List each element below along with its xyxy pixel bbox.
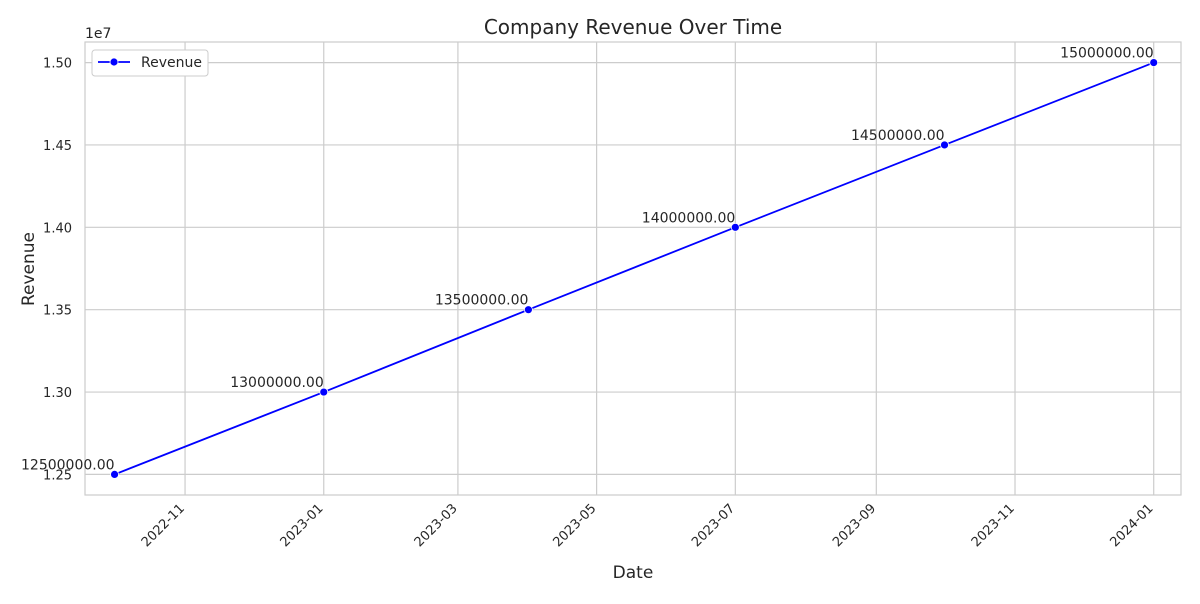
data-label: 15000000.00 [1060,46,1154,62]
y-tick-label: 1.45 [43,139,72,154]
y-offset-label: 1e7 [85,26,111,42]
x-tick-label: 2022-11 [139,501,188,550]
series-line [114,61,1155,476]
data-label: 14000000.00 [642,210,736,226]
x-tick-label: 2023-05 [550,501,599,550]
x-axis-label: Date [613,563,654,583]
x-tick-label: 2023-03 [412,501,461,550]
data-label: 13500000.00 [435,293,529,309]
legend-marker [109,57,119,67]
data-label: 14500000.00 [851,128,945,144]
chart-title: Company Revenue Over Time [484,15,782,39]
y-tick-label: 1.25 [43,468,72,483]
y-tick-label: 1.50 [43,57,72,72]
series-revenue [110,58,1159,479]
y-tick-label: 1.40 [43,221,72,236]
grid [85,42,1181,495]
x-tick-label: 2024-01 [1108,501,1157,550]
x-tick-label: 2023-11 [969,501,1018,550]
data-labels: 12500000.00 13000000.00 13500000.00 1400000… [21,46,1154,474]
data-point [319,387,329,397]
data-point [524,305,533,315]
y-tick-label: 1.35 [43,304,72,319]
y-tick-label: 1.30 [43,386,72,401]
axis-ticks: 2022-11 2023-01 2023-03 2023-05 2023-07 2023-… [43,57,1156,551]
x-tick-label: 2023-07 [689,501,738,550]
data-label: 12500000.00 [21,457,115,473]
legend-label: Revenue [141,55,202,71]
data-point [940,140,949,150]
legend-box [91,49,209,77]
plot-frame [84,41,1182,496]
x-tick-label: 2023-09 [830,501,879,550]
data-label: 13000000.00 [230,375,324,391]
data-point [110,470,119,479]
data-point [730,222,740,232]
y-axis-label: Revenue [19,232,39,306]
x-tick-label: 2023-01 [278,501,327,550]
legend: Revenue [91,49,209,77]
data-point [1149,58,1159,67]
